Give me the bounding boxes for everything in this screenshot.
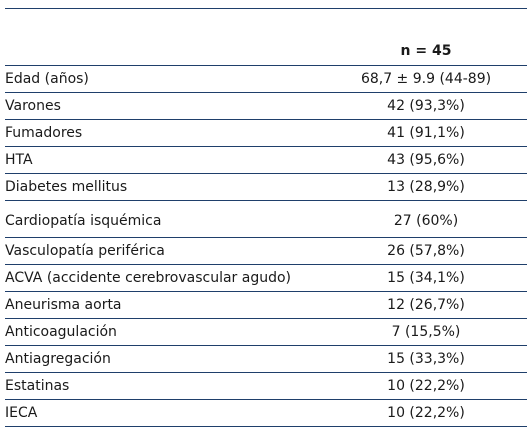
row-label: ACVA (accidente cerebrovascular agudo) [5, 264, 325, 292]
row-label: Aneurisma aorta [5, 291, 325, 319]
row-value: 7 (15,5%) [325, 318, 527, 346]
table-row: Diabetes mellitus 13 (28,9%) [5, 173, 527, 201]
row-label: Cardiopatía isquémica [5, 200, 325, 238]
row-label: Edad (años) [5, 65, 325, 93]
header-count-cell: n = 45 [325, 8, 527, 66]
row-label: Antiagregación [5, 345, 325, 373]
row-value: 26 (57,8%) [325, 237, 527, 265]
table-row: Estatinas 10 (22,2%) [5, 372, 527, 400]
row-value: 13 (28,9%) [325, 173, 527, 201]
row-label: Varones [5, 92, 325, 120]
row-label: Anticoagulación [5, 318, 325, 346]
table-row: ACVA (accidente cerebrovascular agudo) 1… [5, 264, 527, 292]
row-label: IECA [5, 399, 325, 427]
row-value: 10 (22,2%) [325, 399, 527, 427]
row-value: 12 (26,7%) [325, 291, 527, 319]
characteristics-table: n = 45 Edad (años) 68,7 ± 9.9 (44-89) Va… [5, 8, 527, 427]
table-row: Fumadores 41 (91,1%) [5, 119, 527, 147]
header-label-cell [5, 8, 325, 66]
table-row: Varones 42 (93,3%) [5, 92, 527, 120]
table-row: Antiagregación 15 (33,3%) [5, 345, 527, 373]
table-header-row: n = 45 [5, 8, 527, 66]
table-row: Edad (años) 68,7 ± 9.9 (44-89) [5, 65, 527, 93]
row-value: 68,7 ± 9.9 (44-89) [325, 65, 527, 93]
row-value: 41 (91,1%) [325, 119, 527, 147]
row-label: Vasculopatía periférica [5, 237, 325, 265]
table-row: IECA 10 (22,2%) [5, 399, 527, 427]
row-value: 42 (93,3%) [325, 92, 527, 120]
row-label: Diabetes mellitus [5, 173, 325, 201]
row-label: Estatinas [5, 372, 325, 400]
characteristics-table-container: n = 45 Edad (años) 68,7 ± 9.9 (44-89) Va… [5, 8, 527, 427]
row-value: 43 (95,6%) [325, 146, 527, 174]
table-row: Cardiopatía isquémica 27 (60%) [5, 200, 527, 238]
row-label: Fumadores [5, 119, 325, 147]
row-label: HTA [5, 146, 325, 174]
table-row: Vasculopatía periférica 26 (57,8%) [5, 237, 527, 265]
row-value: 15 (33,3%) [325, 345, 527, 373]
table-row: HTA 43 (95,6%) [5, 146, 527, 174]
row-value: 15 (34,1%) [325, 264, 527, 292]
row-value: 27 (60%) [325, 200, 527, 238]
table-row: Anticoagulación 7 (15,5%) [5, 318, 527, 346]
row-value: 10 (22,2%) [325, 372, 527, 400]
table-row: Aneurisma aorta 12 (26,7%) [5, 291, 527, 319]
